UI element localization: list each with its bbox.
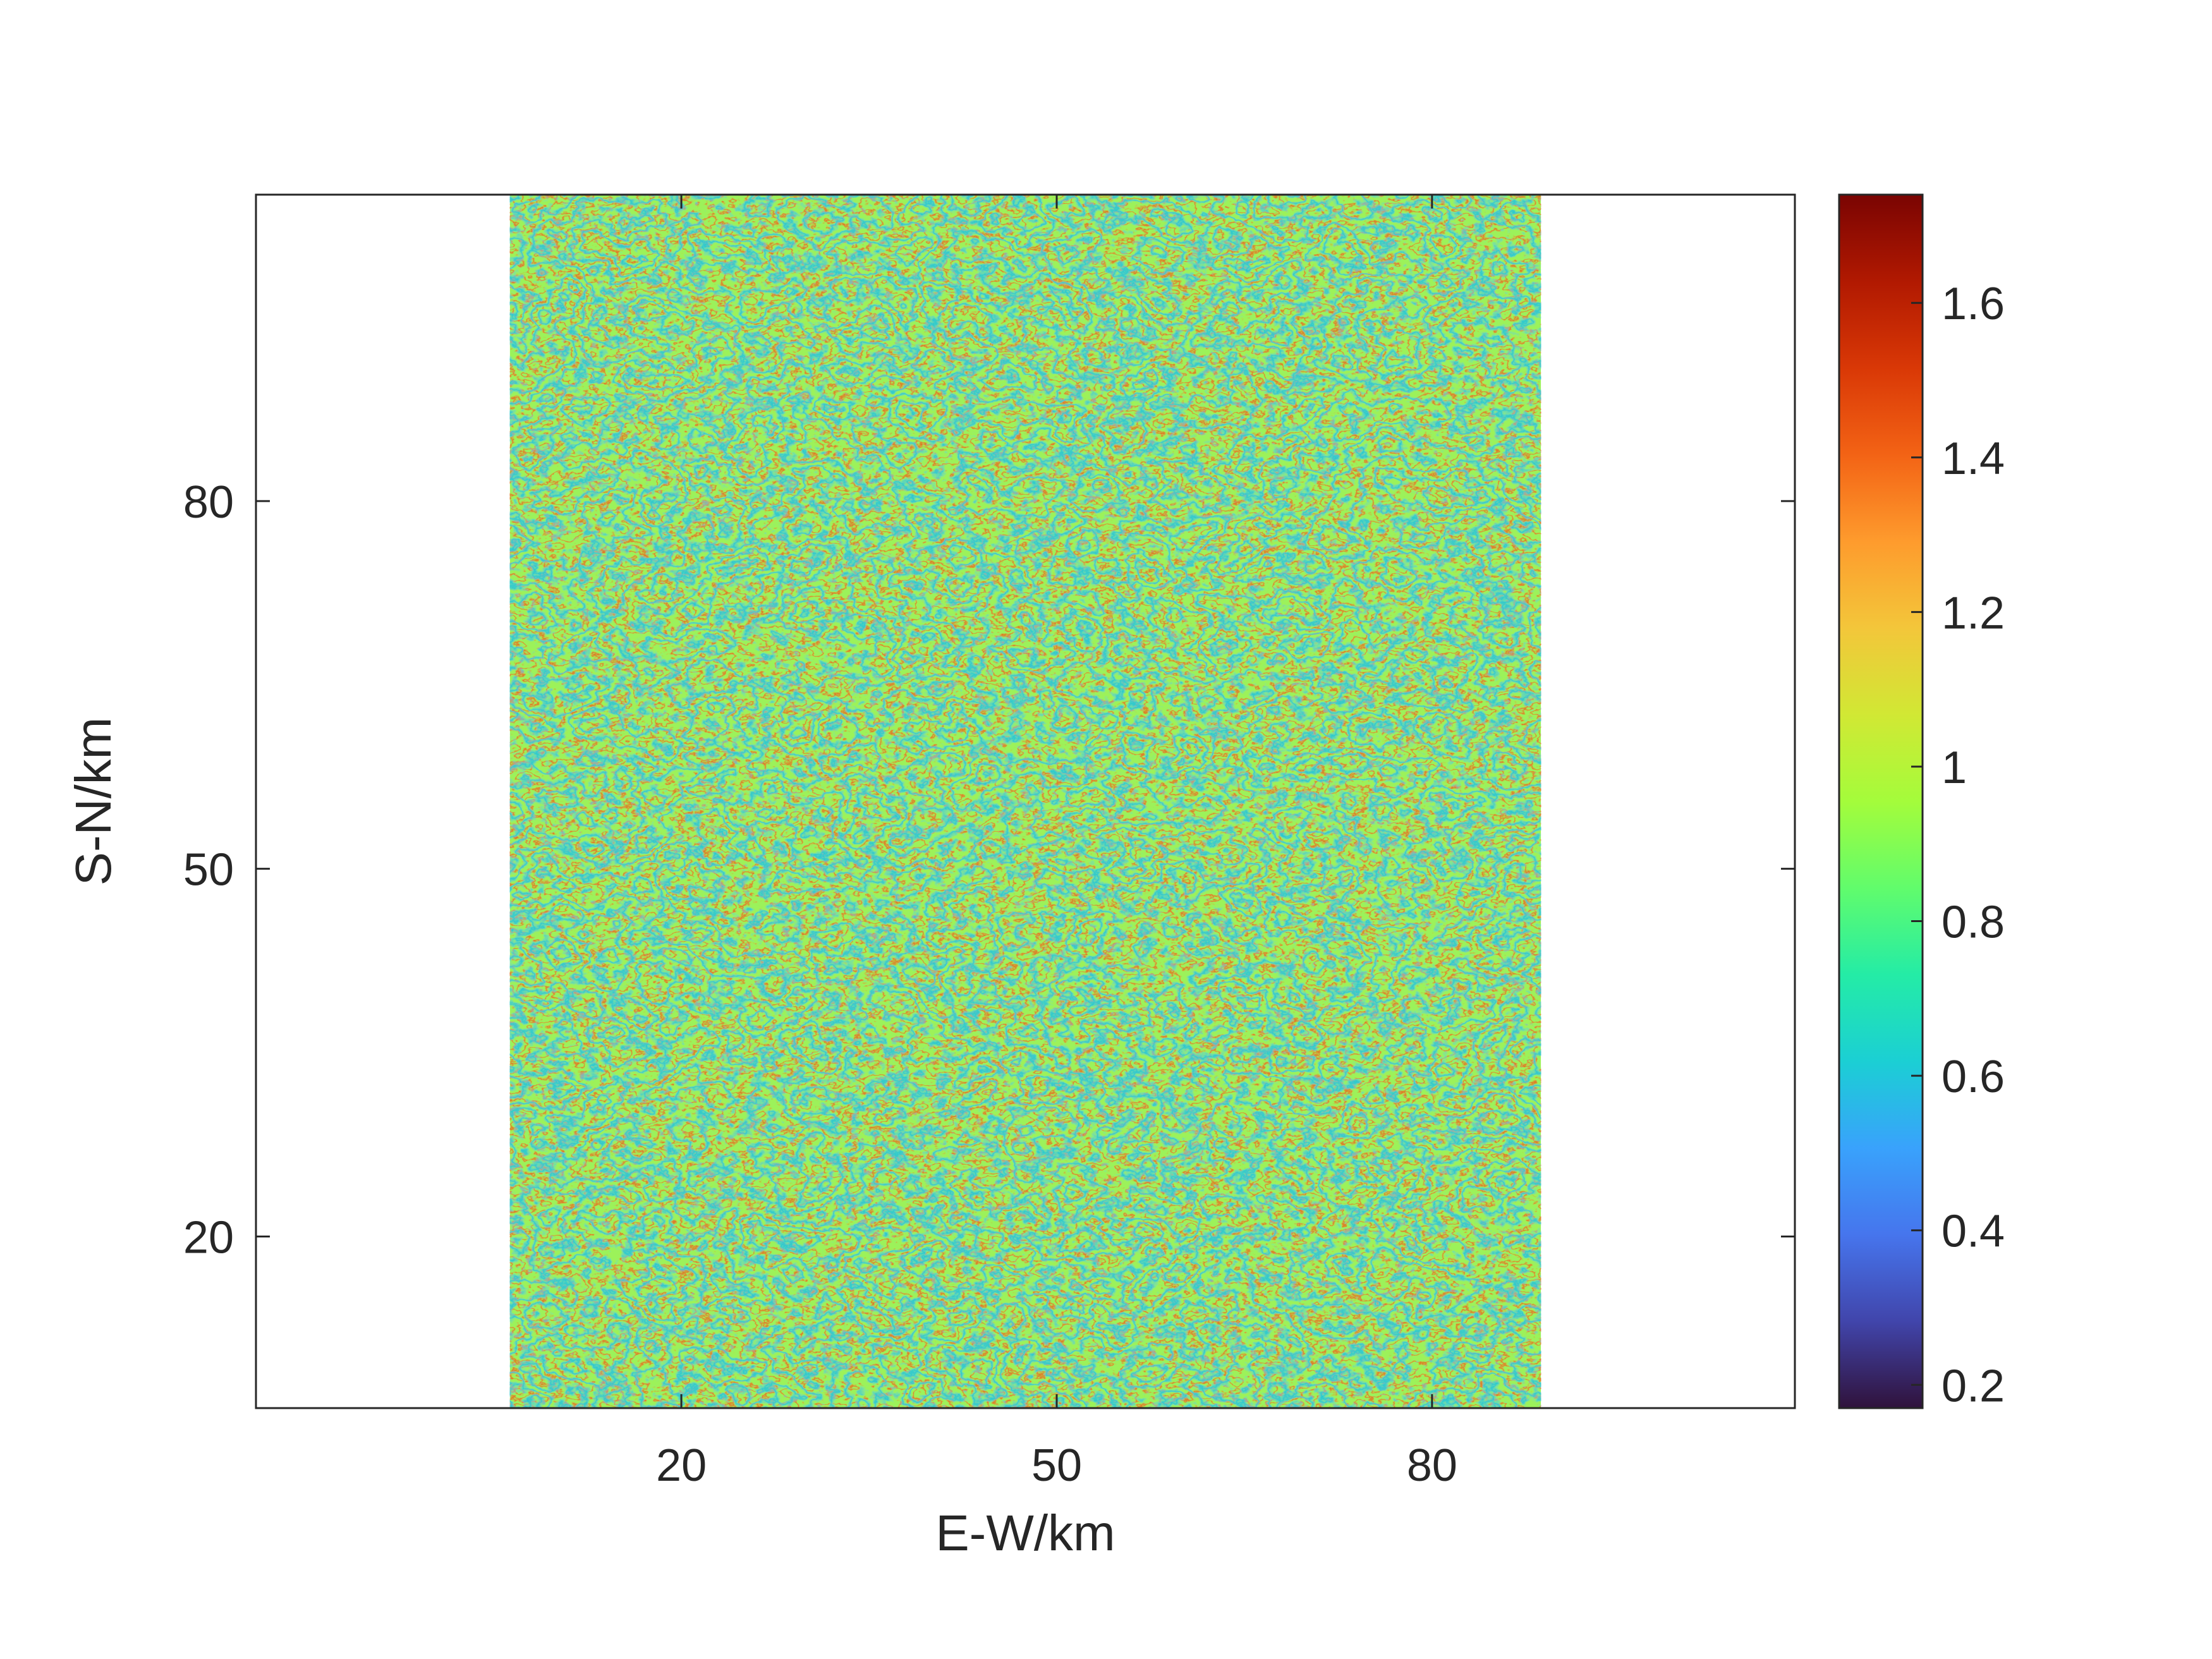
x-tick-label: 50 [1031, 1440, 1082, 1491]
colorbar-tick-label: 1.6 [1942, 279, 2005, 329]
colorbar-tick-label: 0.8 [1942, 897, 2005, 948]
x-axis-ticks: 20 50 80 [656, 195, 1457, 1491]
plot-area: 20 50 80 20 50 80 [183, 193, 1796, 1491]
colorbar-scale [1838, 193, 1924, 1409]
colorbar-tick-label: 0.6 [1942, 1052, 2005, 1102]
x-axis-label: E-W/km [935, 1505, 1115, 1561]
colorbar-tick-label: 0.4 [1942, 1206, 2005, 1257]
y-axis-label: S-N/km [65, 717, 121, 886]
x-tick-label: 80 [1407, 1440, 1457, 1491]
colorbar-ticks: 0.2 0.4 0.6 0.8 1 1.2 1.4 1.6 [1911, 279, 2005, 1411]
heatmap-image [509, 195, 1541, 1408]
y-tick-label: 20 [183, 1212, 234, 1263]
colorbar-tick-label: 1.2 [1942, 588, 2005, 638]
colorbar: 0.2 0.4 0.6 0.8 1 1.2 1.4 1.6 [1838, 193, 2005, 1411]
y-axis-ticks: 20 50 80 [183, 477, 1795, 1263]
colorbar-tick-label: 1.4 [1942, 434, 2005, 484]
y-tick-label: 80 [183, 477, 234, 528]
y-tick-label: 50 [183, 845, 234, 896]
colorbar-tick-label: 1 [1942, 743, 1967, 793]
x-tick-label: 20 [656, 1440, 707, 1491]
axes-box [255, 193, 1796, 1409]
colorbar-tick-label: 0.2 [1942, 1361, 2005, 1411]
